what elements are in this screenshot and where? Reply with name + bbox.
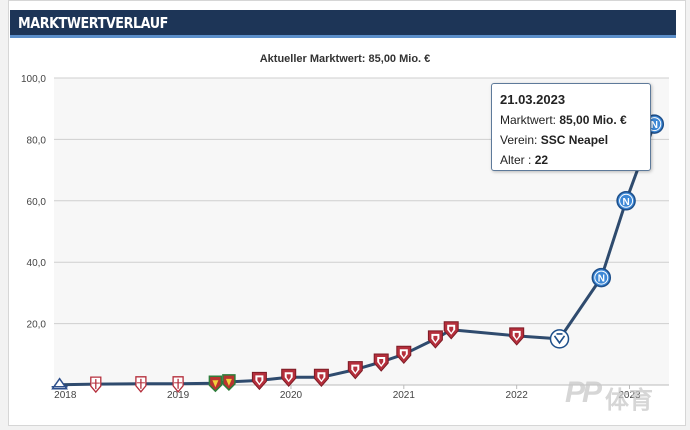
svg-text:N: N <box>651 120 658 131</box>
data-point-marker[interactable] <box>443 321 459 340</box>
svg-text:N: N <box>598 274 605 285</box>
data-point-marker[interactable] <box>313 368 329 388</box>
x-tick-label: 2019 <box>167 390 190 401</box>
data-point-marker[interactable] <box>281 368 297 388</box>
x-tick-label: 2020 <box>280 390 303 401</box>
data-point-marker[interactable] <box>208 375 223 393</box>
watermark-latin: PP <box>565 376 602 409</box>
section-title: MARKTWERTVERLAUF <box>18 14 168 32</box>
data-point-marker[interactable] <box>135 376 147 393</box>
svg-text:N: N <box>622 197 629 208</box>
x-tick-label: 2021 <box>393 390 416 401</box>
data-point-marker[interactable] <box>222 374 236 391</box>
data-point-marker[interactable] <box>51 377 69 390</box>
y-tick-label: 60,0 <box>27 197 47 208</box>
data-point-marker[interactable] <box>373 353 389 372</box>
y-tick-label: 20,0 <box>27 320 47 331</box>
tooltip-date: 21.03.2023 <box>500 92 566 107</box>
tooltip-age-label: Alter : <box>500 153 532 167</box>
tooltip-value-label: Marktwert: <box>500 113 557 127</box>
tooltip-club: SSC Neapel <box>540 133 609 147</box>
tooltip-value: 85,00 Mio. € <box>559 113 627 127</box>
chart-tooltip: 21.03.2023 Marktwert: 85,00 Mio. € Verei… <box>491 83 651 171</box>
y-tick-label: 40,0 <box>27 258 47 269</box>
x-tick-label: 2022 <box>506 390 529 401</box>
x-tick-label: 2018 <box>54 390 77 401</box>
tooltip-age: 22 <box>534 153 549 167</box>
y-tick-label: 100,0 <box>21 74 46 85</box>
data-point-marker[interactable] <box>172 376 184 393</box>
data-point-marker[interactable]: N <box>591 267 612 288</box>
chart-title: Aktueller Marktwert: 85,00 Mio. € <box>259 53 431 65</box>
data-point-marker[interactable] <box>90 376 102 394</box>
tooltip-club-row: Verein: SSC Neapel <box>500 130 642 150</box>
x-tick-label: 2023 <box>618 390 641 401</box>
data-point-marker[interactable] <box>427 330 443 349</box>
tooltip-age-row: Alter : 22 <box>500 150 642 170</box>
watermark-logo: PP 体育 <box>565 376 665 414</box>
data-point-marker[interactable] <box>509 327 525 346</box>
data-point-marker[interactable] <box>347 361 363 380</box>
data-point-marker[interactable] <box>396 345 412 365</box>
tooltip-club-label: Verein: <box>500 133 538 147</box>
y-tick-label: 80,0 <box>27 135 47 146</box>
watermark-chinese: 体育 <box>605 387 653 414</box>
data-point-marker[interactable]: N <box>616 191 636 211</box>
data-point-marker[interactable] <box>251 371 267 391</box>
section-header: MARKTWERTVERLAUF <box>10 10 676 38</box>
data-point-marker[interactable] <box>549 329 570 349</box>
tooltip-value-row: Marktwert: 85,00 Mio. € <box>500 110 642 130</box>
